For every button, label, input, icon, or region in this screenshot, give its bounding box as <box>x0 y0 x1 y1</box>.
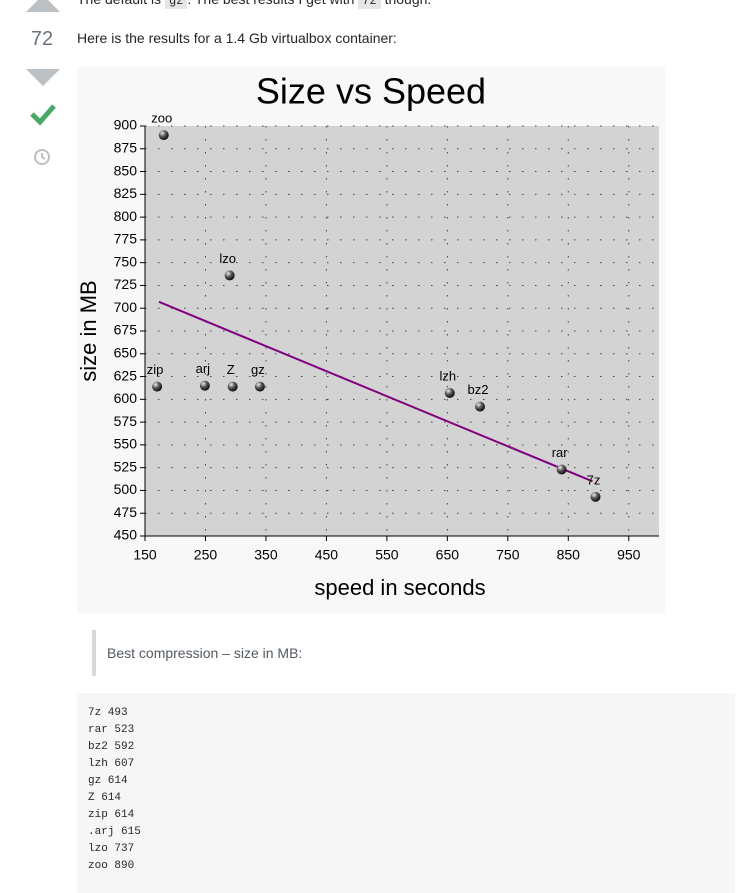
point-label: arj <box>196 361 211 376</box>
quote-text: Best compression – size in MB: <box>107 645 303 661</box>
y-tick-label: 475 <box>114 504 138 520</box>
y-tick-label: 850 <box>114 162 138 178</box>
plot-area <box>145 126 659 536</box>
y-tick-label: 725 <box>114 276 138 292</box>
point-label: bz2 <box>468 382 489 397</box>
y-tick-label: 800 <box>114 208 138 224</box>
chart-title: Size vs Speed <box>256 71 486 112</box>
code-line: lzo 737 <box>88 843 135 855</box>
y-tick-label: 650 <box>114 344 138 360</box>
point-label: gz <box>251 362 265 377</box>
data-point <box>199 380 210 391</box>
y-tick-label: 700 <box>114 299 138 315</box>
text: . The best results I get with <box>187 0 358 7</box>
vote-count: 72 <box>30 28 54 50</box>
y-tick-label: 550 <box>114 436 138 452</box>
point-label: zip <box>147 362 164 377</box>
chart: Size vs Speed speed in seconds size in M… <box>77 67 665 614</box>
code-line: zip 614 <box>88 809 135 821</box>
data-point <box>444 387 455 398</box>
data-point <box>152 381 163 392</box>
x-tick-label: 450 <box>315 547 339 563</box>
text: The default is <box>77 0 165 7</box>
data-point <box>254 381 265 392</box>
y-tick-label: 625 <box>114 367 138 383</box>
y-tick-label: 825 <box>114 185 138 201</box>
y-tick-label: 575 <box>114 413 138 429</box>
y-tick-label: 675 <box>114 322 138 338</box>
x-tick-label: 850 <box>557 547 581 563</box>
x-axis-label: speed in seconds <box>314 575 485 600</box>
code-line: 7z 493 <box>88 707 128 719</box>
x-tick-label: 950 <box>617 547 641 563</box>
upvote[interactable] <box>26 0 60 12</box>
point-label: 7z <box>587 472 601 487</box>
point-label: zoo <box>151 111 172 126</box>
x-tick-label: 750 <box>496 547 520 563</box>
y-tick-label: 600 <box>114 390 138 406</box>
code-line: gz 614 <box>88 775 128 787</box>
point-label: rar <box>552 445 569 460</box>
top-line: The default is gz. The best results I ge… <box>77 0 432 9</box>
code-line: lzh 607 <box>88 758 135 770</box>
code-line: Z 614 <box>88 792 122 804</box>
x-tick-label: 250 <box>194 547 218 563</box>
y-tick-label: 875 <box>114 139 138 155</box>
y-tick-label: 500 <box>114 481 138 497</box>
x-tick-label: 550 <box>375 547 399 563</box>
code-block: 7z 493 rar 523 bz2 592 lzh 607 gz 614 Z 614 zi… <box>77 693 735 893</box>
code-line: rar 523 <box>88 724 135 736</box>
point-label: Z <box>227 362 235 377</box>
point-label: lzo <box>219 251 236 266</box>
data-point <box>227 381 238 392</box>
code-line: .arj 615 <box>88 826 141 838</box>
x-tick-label: 650 <box>436 547 460 563</box>
y-tick-label: 525 <box>114 458 138 474</box>
code-line: zoo 890 <box>88 860 135 872</box>
text: though. <box>381 0 432 7</box>
data-point <box>590 491 601 502</box>
accepted-check <box>30 104 56 126</box>
data-point <box>556 464 567 475</box>
data-point <box>158 130 169 141</box>
inline-code: gz <box>164 0 188 9</box>
data-point <box>224 270 235 281</box>
inline-code: 7z <box>358 0 381 9</box>
x-tick-label: 150 <box>133 547 157 563</box>
downvote[interactable] <box>26 69 60 87</box>
y-tick-label: 450 <box>114 527 138 543</box>
y-tick-label: 900 <box>114 117 138 133</box>
trend-line <box>158 300 593 483</box>
y-tick-label: 775 <box>114 231 138 247</box>
x-tick-label: 350 <box>254 547 278 563</box>
history-icon[interactable] <box>32 147 52 167</box>
y-tick-label: 750 <box>114 253 138 269</box>
y-axis-label: size in MB <box>77 280 101 381</box>
blockquote: Best compression – size in MB: <box>92 630 696 676</box>
code-line: bz2 592 <box>88 741 135 753</box>
intro-text: Here is the results for a 1.4 Gb virtual… <box>77 30 397 46</box>
data-point <box>475 401 486 412</box>
point-label: lzh <box>439 368 456 383</box>
